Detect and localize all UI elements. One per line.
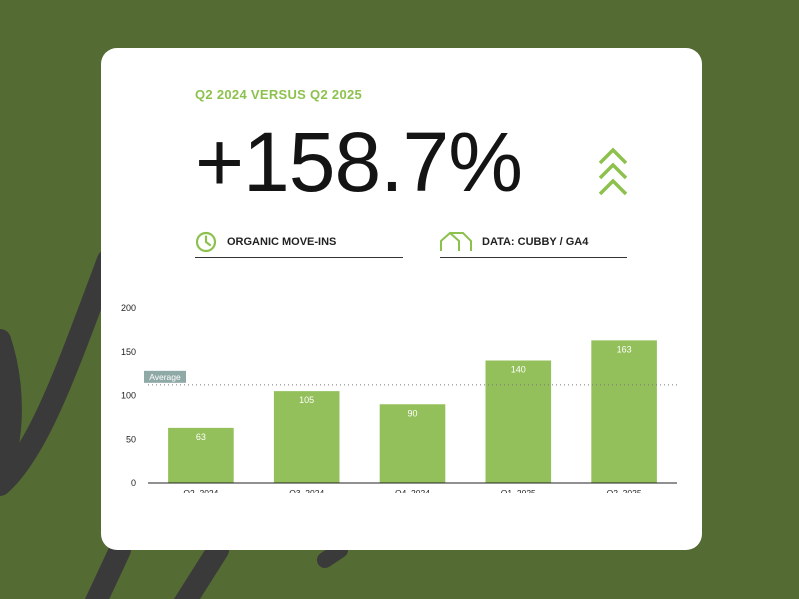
triple-chevron-up-icon xyxy=(598,147,628,196)
bar-chart: 0 50 100 150 200 63 Q2, 2024 105 Q3, 2024 90 Q4, 2… xyxy=(121,303,677,493)
bar xyxy=(379,404,446,483)
clock-icon xyxy=(195,231,217,253)
bar-value-label: 140 xyxy=(511,365,526,375)
metric-label-row: ORGANIC MOVE-INS xyxy=(195,227,403,258)
house-outline-icon xyxy=(440,231,472,251)
source-label: DATA: CUBBY / GA4 xyxy=(482,236,589,248)
bar xyxy=(168,427,234,483)
y-tick-label: 200 xyxy=(121,303,136,313)
bar-value-label: 163 xyxy=(617,344,632,354)
bar-value-label: 63 xyxy=(196,432,206,442)
x-tick-label: Q4, 2024 xyxy=(395,488,430,493)
y-tick-label: 100 xyxy=(121,391,136,401)
bar xyxy=(273,391,340,483)
bar xyxy=(591,340,657,483)
y-tick-label: 150 xyxy=(121,347,136,357)
percent-change-value: +158.7% xyxy=(195,115,523,209)
stat-card: Q2 2024 VERSUS Q2 2025 +158.7% ORGANIC M… xyxy=(101,48,702,550)
comparison-subtitle: Q2 2024 VERSUS Q2 2025 xyxy=(195,87,363,102)
y-tick-label: 0 xyxy=(131,478,136,488)
x-tick-label: Q2, 2025 xyxy=(607,488,642,493)
x-tick-label: Q1, 2025 xyxy=(501,488,536,493)
average-label: Average xyxy=(149,372,181,382)
metric-label: ORGANIC MOVE-INS xyxy=(227,236,337,248)
y-tick-label: 50 xyxy=(126,434,136,444)
bar-value-label: 105 xyxy=(299,395,314,405)
x-tick-label: Q2, 2024 xyxy=(183,488,218,493)
source-label-row: DATA: CUBBY / GA4 xyxy=(440,227,627,258)
average-badge xyxy=(144,370,186,383)
x-tick-label: Q3, 2024 xyxy=(289,488,324,493)
bar-value-label: 90 xyxy=(407,408,417,418)
bar xyxy=(485,360,552,483)
